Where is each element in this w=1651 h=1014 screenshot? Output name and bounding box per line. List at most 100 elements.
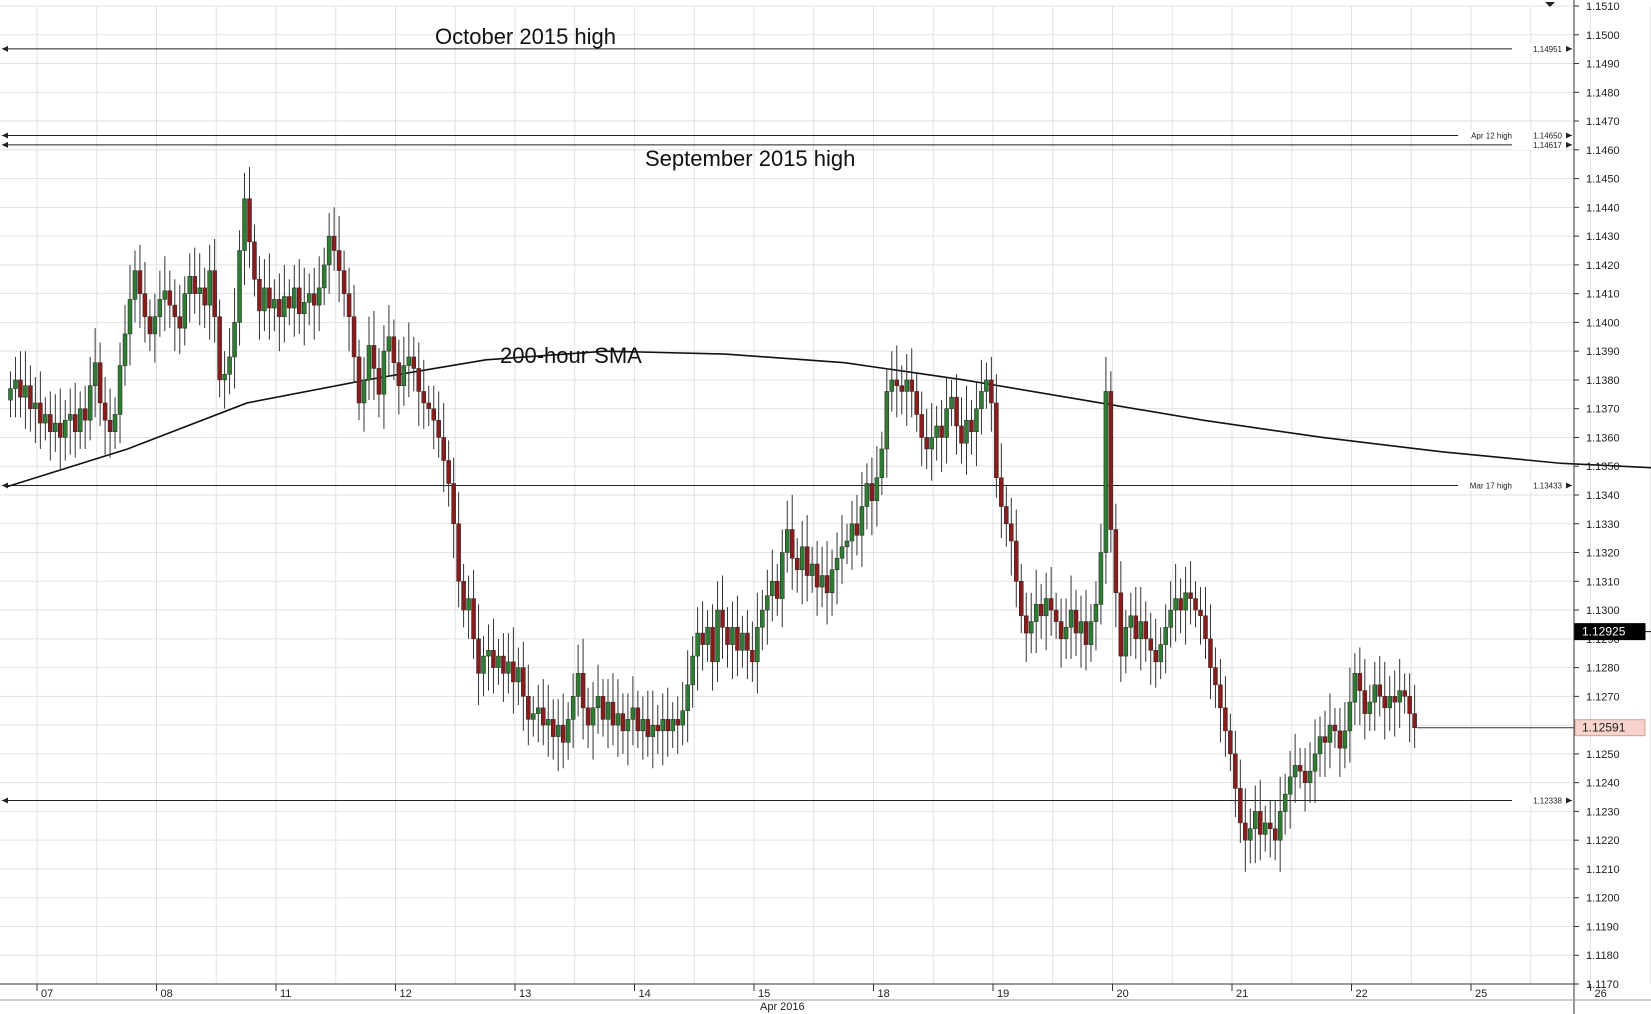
candle-body bbox=[585, 707, 591, 726]
level-arrow-right-icon bbox=[1566, 141, 1572, 148]
candle bbox=[1128, 592, 1134, 657]
candle bbox=[954, 374, 959, 455]
candle-body bbox=[292, 287, 297, 309]
candle-body bbox=[58, 422, 63, 438]
candle bbox=[436, 391, 441, 458]
candle-body bbox=[1312, 753, 1318, 772]
candle-body bbox=[575, 673, 581, 697]
candle bbox=[1243, 788, 1248, 872]
candle-body bbox=[376, 368, 382, 395]
candle-body bbox=[1367, 701, 1373, 714]
candle-body bbox=[874, 477, 880, 502]
candle-body bbox=[341, 270, 347, 294]
candle-body bbox=[1128, 615, 1134, 628]
level-arrow-left-icon bbox=[2, 141, 8, 148]
y-tick-label: 1.1450 bbox=[1586, 174, 1620, 186]
candle bbox=[869, 457, 875, 536]
candle-body bbox=[780, 552, 785, 599]
candle bbox=[1317, 716, 1323, 777]
candle-body bbox=[884, 391, 890, 450]
candle-body bbox=[824, 575, 830, 594]
candle bbox=[839, 515, 845, 585]
x-tick-label: 20 bbox=[1117, 988, 1129, 1000]
candle bbox=[789, 495, 795, 590]
candle bbox=[147, 299, 153, 352]
candle bbox=[1168, 581, 1173, 648]
candle bbox=[1352, 653, 1358, 726]
candle-body bbox=[227, 356, 232, 375]
candle bbox=[550, 699, 556, 760]
candle bbox=[321, 247, 327, 306]
candle bbox=[1063, 598, 1069, 659]
candle bbox=[107, 388, 113, 458]
candle-body bbox=[620, 713, 626, 732]
candle bbox=[979, 359, 984, 435]
y-tick-label: 1.1420 bbox=[1586, 260, 1620, 272]
candle bbox=[1143, 601, 1148, 662]
candle-body bbox=[1138, 621, 1144, 640]
candle-body bbox=[117, 365, 123, 415]
candle bbox=[884, 368, 890, 478]
candle-body bbox=[356, 356, 362, 404]
candle-body bbox=[1218, 684, 1223, 709]
candle-body bbox=[132, 270, 138, 300]
x-tick-label: 25 bbox=[1475, 988, 1487, 1000]
candle-body bbox=[839, 546, 845, 559]
candle bbox=[849, 500, 855, 570]
candle bbox=[217, 299, 222, 398]
candle-body bbox=[262, 287, 267, 312]
level-value-label: 1.14650 bbox=[1533, 131, 1562, 140]
candle-body bbox=[521, 667, 526, 697]
candle bbox=[1382, 661, 1387, 740]
candle bbox=[137, 244, 143, 329]
candle-body bbox=[1402, 690, 1407, 697]
candles-layer bbox=[8, 167, 1417, 872]
candle-body bbox=[326, 235, 332, 266]
candle bbox=[570, 673, 576, 749]
candle-body bbox=[550, 719, 556, 737]
candle-body bbox=[207, 270, 212, 306]
candle bbox=[341, 250, 347, 317]
candle bbox=[456, 492, 461, 608]
candle-body bbox=[212, 270, 217, 317]
candle bbox=[580, 638, 586, 740]
candle bbox=[1312, 719, 1318, 803]
level-arrow-right-icon bbox=[1566, 45, 1572, 52]
candle-body bbox=[1009, 523, 1014, 542]
candle bbox=[959, 397, 964, 464]
candle bbox=[874, 446, 880, 527]
candle bbox=[770, 549, 775, 622]
candle-body bbox=[172, 304, 178, 317]
candle bbox=[740, 615, 745, 668]
candle-body bbox=[1173, 598, 1178, 611]
candle-body bbox=[944, 408, 949, 438]
candle bbox=[192, 247, 197, 314]
candle-body bbox=[730, 627, 735, 645]
candle-body bbox=[1302, 770, 1308, 783]
candle bbox=[1218, 658, 1223, 743]
y-tick-label: 1.1200 bbox=[1586, 893, 1620, 905]
candle-body bbox=[670, 719, 675, 732]
candle bbox=[237, 230, 242, 346]
candle bbox=[127, 264, 133, 366]
candle-body bbox=[486, 650, 491, 657]
candle-body bbox=[311, 293, 317, 306]
candle-body bbox=[247, 198, 252, 243]
y-tick-label: 1.1470 bbox=[1586, 116, 1620, 128]
candle bbox=[1387, 676, 1392, 731]
candle-body bbox=[939, 425, 944, 438]
candle bbox=[396, 339, 402, 415]
candle-body bbox=[615, 713, 621, 726]
candle-body bbox=[406, 356, 412, 366]
candle-body bbox=[570, 696, 576, 720]
candle-body bbox=[934, 425, 939, 438]
candle-body bbox=[346, 293, 352, 317]
candle-body bbox=[1014, 540, 1019, 582]
candle-body bbox=[421, 391, 427, 404]
y-tick-label: 1.1180 bbox=[1586, 950, 1619, 962]
candle bbox=[316, 256, 322, 332]
candle bbox=[38, 371, 43, 449]
candle bbox=[1337, 707, 1343, 777]
candle bbox=[899, 365, 905, 415]
candle-body bbox=[949, 396, 954, 409]
